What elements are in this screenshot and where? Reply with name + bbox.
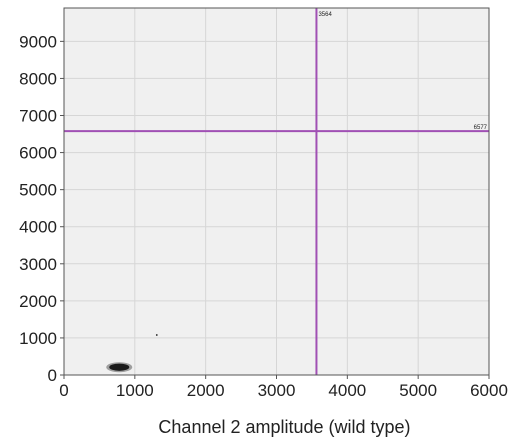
threshold-lines: 3564 6577: [64, 8, 489, 375]
y-tick-label: 2000: [19, 292, 57, 311]
x-axis-ticks: 0 1000 2000 3000 4000 5000 6000: [59, 375, 508, 400]
x-tick-label: 6000: [470, 381, 508, 400]
droplet-cluster: [109, 363, 130, 371]
x-tick-label: 4000: [328, 381, 366, 400]
y-tick-label: 5000: [19, 181, 57, 200]
y-tick-label: 3000: [19, 255, 57, 274]
y-tick-label: 0: [48, 366, 57, 385]
x-tick-label: 1000: [116, 381, 154, 400]
droplet-point: [155, 334, 158, 336]
y-tick-label: 1000: [19, 329, 57, 348]
x-tick-label: 5000: [399, 381, 437, 400]
y-tick-label: 7000: [19, 107, 57, 126]
y-axis-ticks: 0 1000 2000 3000 4000 5000 6000 7000 8000 9000: [19, 32, 64, 385]
droplet-clusters: [106, 334, 158, 373]
y-tick-label: 6000: [19, 144, 57, 163]
x-tick-label: 0: [59, 381, 68, 400]
y-tick-label: 4000: [19, 218, 57, 237]
x-axis-label: Channel 2 amplitude (wild type): [158, 417, 410, 437]
x-tick-label: 2000: [187, 381, 225, 400]
x-tick-label: 3000: [258, 381, 296, 400]
x-threshold-label: 3564: [318, 12, 332, 18]
y-threshold-label: 6577: [474, 125, 488, 131]
y-tick-label: 9000: [19, 32, 57, 51]
y-tick-label: 8000: [19, 69, 57, 88]
